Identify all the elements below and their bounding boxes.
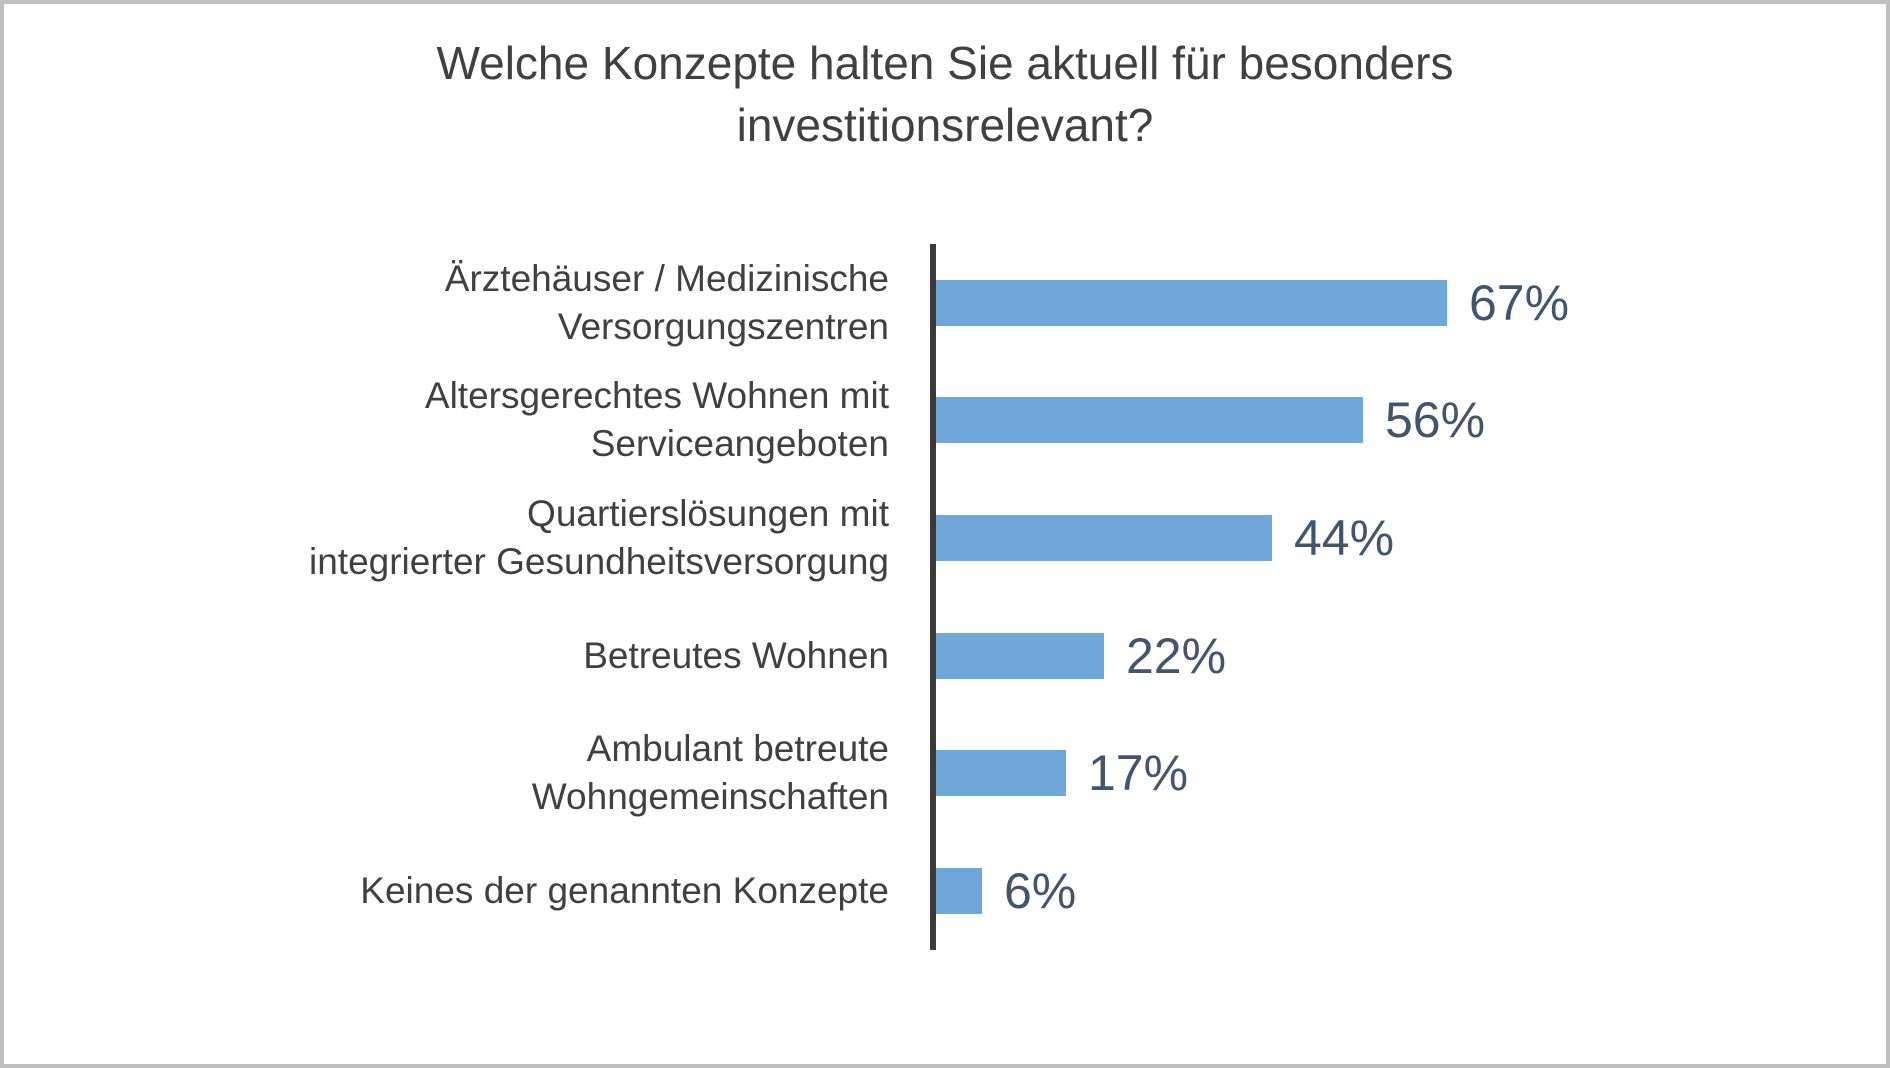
- category-label: Keines der genannten Konzepte: [360, 867, 889, 915]
- category-label-line: Serviceangeboten: [590, 423, 889, 465]
- category-label-line: Altersgerechtes Wohnen mit: [424, 375, 889, 417]
- bar-2: [936, 397, 1363, 444]
- category-label-line: Keines der genannten Konzepte: [360, 869, 889, 911]
- category-label-line: Ambulant betreute: [586, 728, 889, 770]
- value-label: 67%: [1469, 274, 1570, 331]
- value-label: 6%: [1004, 862, 1077, 919]
- category-label-line: Betreutes Wohnen: [583, 634, 889, 676]
- chart-title-line-1: Welche Konzepte halten Sie aktuell für b…: [436, 37, 1454, 89]
- category-label-line: Versorgungszentren: [557, 305, 889, 347]
- value-label: 22%: [1126, 627, 1227, 684]
- category-label: Ärztehäuser / Medizinische Versorgungszen…: [445, 255, 889, 351]
- category-label: Betreutes Wohnen: [583, 632, 889, 680]
- category-label-line: Ärztehäuser / Medizinische: [444, 257, 889, 299]
- y-axis-line: [930, 244, 936, 950]
- chart-title: Welche Konzepte halten Sie aktuell für b…: [4, 32, 1886, 156]
- bar-3: [936, 515, 1272, 561]
- value-label: 17%: [1088, 745, 1189, 802]
- value-label: 44%: [1294, 510, 1395, 566]
- value-label: 56%: [1385, 392, 1486, 449]
- category-label: Quartierslösungen mit integrierter Gesund…: [309, 490, 889, 586]
- bar-chart-plot-area: Ärztehäuser / Medizinische Versorgungszen…: [4, 4, 1886, 1064]
- category-label-line: Quartierslösungen mit: [527, 493, 889, 534]
- bar-4: [936, 632, 1104, 679]
- bar-1: [936, 279, 1447, 326]
- bar-6: [936, 867, 982, 914]
- bar-5: [936, 750, 1066, 797]
- category-label: Altersgerechtes Wohnen mit Serviceangebot…: [425, 372, 889, 468]
- category-label: Ambulant betreute Wohngemeinschaften: [532, 725, 889, 821]
- chart-title-line-2: investitionsrelevant?: [736, 99, 1154, 151]
- category-label-line: integrierter Gesundheitsversorgung: [309, 541, 889, 582]
- category-label-line: Wohngemeinschaften: [531, 776, 889, 818]
